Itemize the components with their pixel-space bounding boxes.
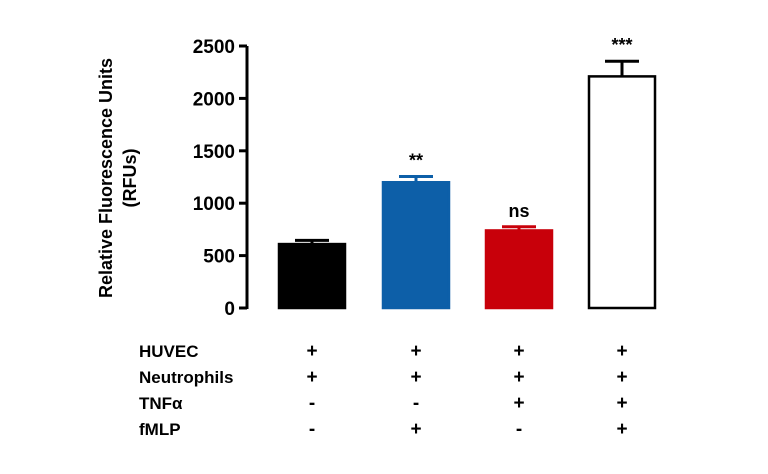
y-tick-label: 2000 [193, 89, 235, 110]
condition-sign: + [616, 419, 627, 440]
y-tick-label: 0 [224, 299, 235, 320]
y-tick-label: 1500 [193, 142, 235, 163]
condition-label-huvec: HUVEC [139, 342, 199, 361]
condition-sign: + [410, 341, 421, 362]
bar-1 [277, 242, 347, 310]
y-axis-title: Relative Fluorescence Units (RFUs) [96, 58, 140, 298]
bar-3 [484, 229, 554, 310]
y-tick-label: 1000 [193, 194, 235, 215]
bar-2 [381, 180, 451, 310]
condition-label-tnf: TNFα [139, 394, 183, 413]
condition-sign: + [616, 367, 627, 388]
y-axis-title-line: (RFUs) [120, 149, 140, 208]
condition-label-fmlp: fMLP [139, 420, 181, 439]
condition-sign: + [306, 367, 317, 388]
condition-sign: + [616, 341, 627, 362]
condition-sign: + [306, 341, 317, 362]
significance-label-3: ns [508, 201, 529, 221]
condition-label-neutrophils: Neutrophils [139, 368, 233, 387]
condition-sign: + [513, 341, 524, 362]
condition-sign: - [516, 419, 522, 440]
condition-sign: - [413, 393, 419, 414]
y-axis-title-line: Relative Fluorescence Units [96, 58, 116, 298]
y-tick-label: 500 [203, 247, 235, 268]
significance-label-2: ** [409, 150, 423, 170]
condition-sign: + [616, 393, 627, 414]
condition-sign: + [410, 419, 421, 440]
y-tick-label: 2500 [193, 37, 235, 58]
condition-sign: + [513, 367, 524, 388]
condition-sign: - [309, 393, 315, 414]
significance-label-4: *** [611, 35, 632, 55]
condition-sign: + [513, 393, 524, 414]
bar-4 [587, 75, 657, 310]
condition-sign: - [309, 419, 315, 440]
condition-sign: + [410, 367, 421, 388]
